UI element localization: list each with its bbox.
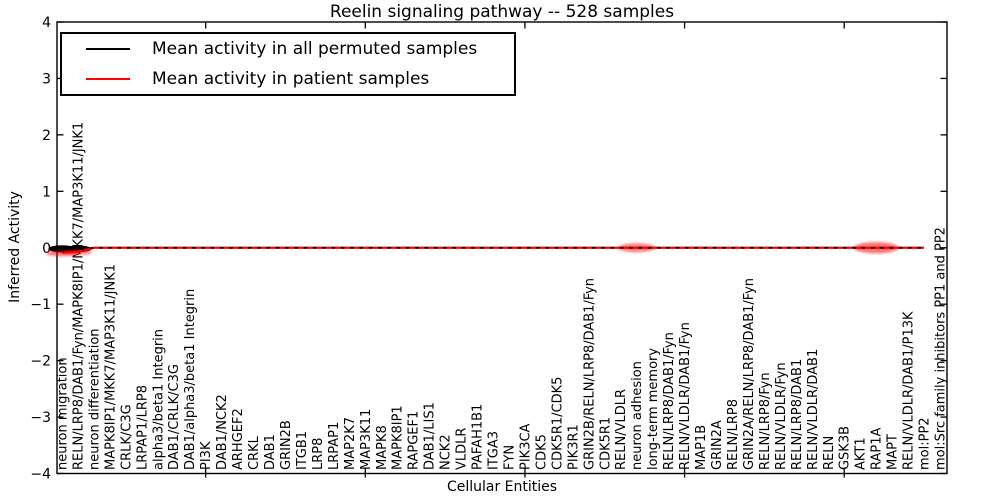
x-tick-label: LRP8	[311, 438, 326, 470]
x-tick-label: RELN/LRP8/DAB1/Fyn/MAPK8IP1/MKK7/MAP3K11…	[71, 122, 86, 470]
x-tick-label: RELN/LRP8/DAB1	[790, 359, 805, 470]
y-tick-label: 3	[42, 71, 51, 87]
x-tick-label: MAP2K7	[343, 417, 358, 470]
x-tick-label: ITGA3	[487, 431, 502, 470]
x-tick-label: MAPK8IP1	[391, 405, 406, 470]
x-tick-label: MAPT	[886, 434, 901, 470]
permuted-mean-line	[62, 246, 925, 251]
x-tick-label: ARHGEF2	[231, 408, 246, 470]
x-tick-label: alpha3/beta1 Integrin	[151, 329, 166, 470]
x-axis-title: Cellular Entities	[446, 479, 558, 495]
x-tick-label: DAB1	[263, 434, 278, 470]
x-tick-label: RELN/LRP8/Fyn	[758, 372, 773, 470]
x-tick-label: DAB1/LIS1	[423, 402, 438, 470]
x-tick-label: LRPAP1/LRP8	[135, 385, 150, 470]
legend: Mean activity in all permuted samples Me…	[60, 32, 516, 96]
legend-entry-patient: Mean activity in patient samples	[62, 66, 514, 92]
x-tick-label: LRPAP1	[327, 422, 342, 470]
legend-line-sample-permuted	[86, 48, 130, 50]
x-tick-label: RELN/LRP8	[726, 399, 741, 470]
x-tick-label: DAB1/CRLK/C3G	[167, 364, 182, 470]
x-tick-label: neuron migration	[56, 357, 71, 470]
x-tick-label: RELN/VLDLR/DAB1/P13K	[902, 311, 917, 470]
x-tick-label: VLDLR	[455, 428, 470, 470]
x-tick-label: GRIN2A/RELN/LRP8/DAB1/Fyn	[742, 278, 757, 470]
chart-title: Reelin signaling pathway -- 528 samples	[329, 2, 675, 22]
x-tick-label: MAP1B	[694, 425, 709, 470]
y-tick-label: 1	[42, 184, 51, 200]
x-tick-label: neuron differentiation	[87, 328, 102, 470]
x-tick-label: PIK3R1	[566, 424, 581, 470]
y-tick-label: −1	[30, 297, 51, 313]
x-tick-label: ITGB1	[295, 431, 310, 470]
x-tick-label: RELN/VLDLR	[614, 389, 629, 470]
x-tick-label: RELN/LRP8/DAB1/Fyn	[662, 332, 677, 470]
x-tick-label: DAB1/alpha3/beta1 Integrin	[183, 289, 198, 470]
x-tick-label: GRIN2B	[279, 420, 294, 470]
x-tick-label: PI3K	[199, 441, 214, 470]
x-tick-label: RELN/VLDLR/Fyn	[774, 362, 789, 470]
x-tick-label: RELN/VLDLR/DAB1/Fyn	[678, 322, 693, 470]
x-tick-label: DAB1/NCK2	[215, 394, 230, 470]
y-tick-label: 4	[42, 15, 51, 31]
x-tick-label: GRIN2A	[710, 420, 725, 470]
y-tick-label: −4	[30, 467, 51, 483]
legend-label-permuted: Mean activity in all permuted samples	[152, 39, 478, 59]
x-tick-label: long-term memory	[646, 348, 661, 470]
x-tick-label: CDK5R1/CDK5	[550, 377, 565, 470]
x-tick-label: MAPK8	[375, 425, 390, 470]
x-tick-label: mol:Src family inhibitors PP1 and PP2	[934, 227, 949, 470]
x-tick-label: CDK5R1	[598, 417, 613, 470]
x-tick-label: RELN	[822, 436, 837, 470]
x-tick-label: AKT1	[854, 437, 869, 470]
x-tick-label: PIK3CA	[518, 423, 533, 470]
x-tick-label: GRIN2B/RELN/LRP8/DAB1/Fyn	[582, 278, 597, 470]
x-tick-label: RAP1A	[870, 427, 885, 470]
x-tick-label: NCK2	[439, 434, 454, 470]
x-tick-label: RELN/VLDLR/DAB1	[806, 349, 821, 470]
x-tick-label: CRKL	[247, 435, 262, 470]
x-tick-label: MAPK8IP1/MKK7/MAP3K11/JNK1	[103, 264, 118, 470]
x-tick-label: FYN	[502, 445, 517, 470]
y-axis-title: Inferred Activity	[7, 191, 23, 303]
legend-entry-permuted: Mean activity in all permuted samples	[62, 36, 514, 62]
x-tick-label: MAP3K11	[359, 409, 374, 470]
legend-line-sample-patient	[86, 78, 130, 80]
x-tick-label: CDK5	[534, 434, 549, 470]
y-tick-label: 2	[42, 128, 51, 144]
x-tick-label: GSK3B	[838, 426, 853, 470]
x-tick-label: CRLK/C3G	[119, 404, 134, 470]
y-tick-label: 0	[42, 241, 51, 257]
x-tick-label: RAPGEF1	[407, 411, 422, 470]
y-tick-label: −3	[30, 410, 51, 426]
x-tick-label: PAFAH1B1	[471, 404, 486, 470]
y-tick-label: −2	[30, 354, 51, 370]
x-tick-label: mol:PP2	[918, 417, 933, 470]
legend-label-patient: Mean activity in patient samples	[152, 69, 430, 89]
x-tick-label: neuron adhesion	[630, 361, 645, 470]
